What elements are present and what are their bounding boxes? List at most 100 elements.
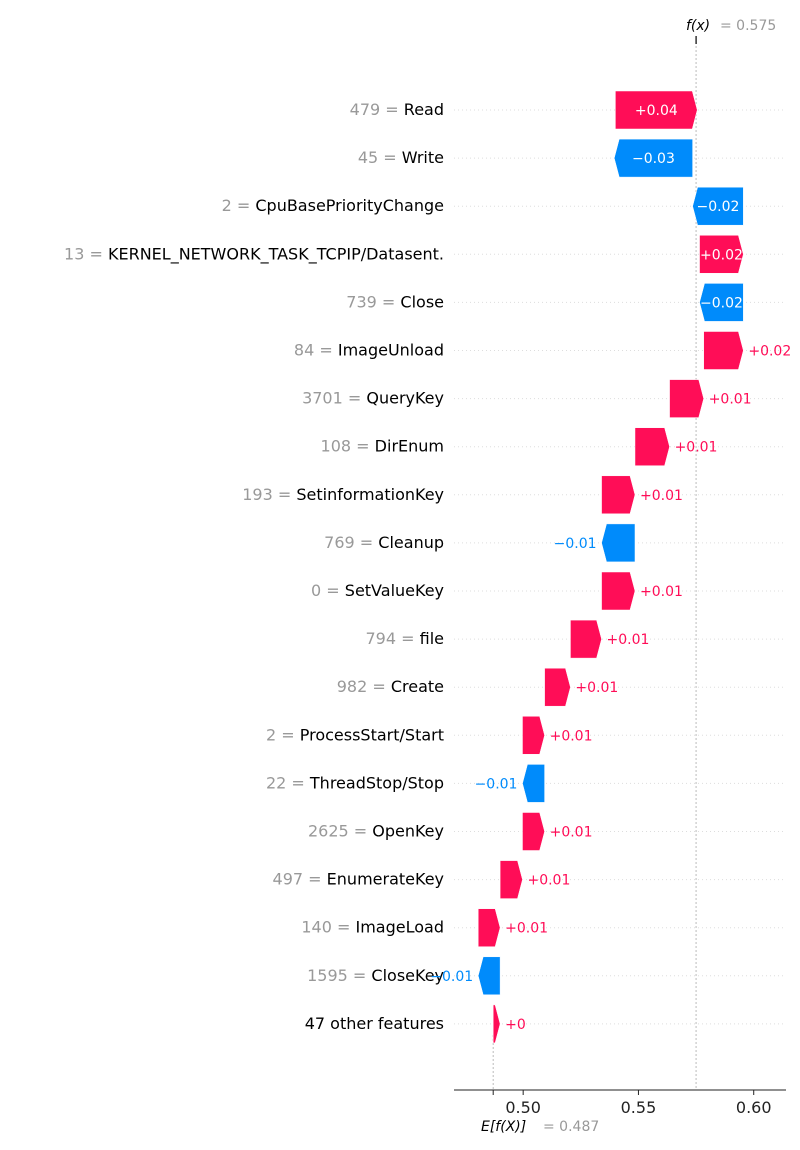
- x-tick-label: 0.55: [621, 1098, 657, 1117]
- feature-name: Cleanup: [378, 533, 444, 552]
- ex-annotation: E[f(X)] = 0.487: [481, 1119, 599, 1135]
- feature-value: 739 =: [346, 292, 400, 311]
- feature-label: 739 = Close: [346, 292, 444, 311]
- feature-value: 193 =: [242, 485, 296, 504]
- feature-value: 769 =: [324, 533, 378, 552]
- x-axis: 0.50 0.55 0.60: [454, 1089, 786, 1117]
- bar-value-label: +0.01: [550, 825, 593, 841]
- feature-name: Close: [400, 292, 444, 311]
- positive-bar: [499, 860, 523, 899]
- feature-label: 479 = Read: [350, 100, 444, 119]
- feature-label: 2 = ProcessStart/Start: [266, 725, 444, 744]
- feature-value: 3701 =: [302, 389, 366, 408]
- feature-value: 84 =: [294, 341, 338, 360]
- feature-name: SetinformationKey: [296, 485, 444, 504]
- feature-value: 13 =: [64, 244, 108, 263]
- feature-value: 2 =: [222, 196, 256, 215]
- feature-name: OpenKey: [372, 822, 444, 841]
- ex-label: E[f(X)]: [481, 1119, 526, 1135]
- negative-bar: [692, 186, 744, 226]
- positive-bar: [544, 667, 571, 707]
- bar-value-label: +0.01: [527, 873, 570, 889]
- positive-bar: [522, 716, 545, 755]
- feature-label: 2 = CpuBasePriorityChange: [222, 196, 444, 215]
- feature-label: 0 = SetValueKey: [311, 581, 444, 600]
- bar-value-label: +0.02: [748, 344, 791, 360]
- fx-value: = 0.575: [720, 18, 776, 34]
- feature-label: 22 = ThreadStop/Stop: [266, 773, 444, 792]
- feature-value: 794 =: [366, 629, 420, 648]
- positive-bar: [601, 571, 636, 611]
- feature-label: 193 = SetinformationKey: [242, 485, 444, 504]
- ex-value: = 0.487: [543, 1119, 599, 1135]
- positive-bar: [669, 379, 704, 418]
- positive-bar: [492, 1004, 501, 1044]
- bar-value-label: +0.04: [635, 103, 678, 119]
- feature-value: 982 =: [337, 677, 391, 696]
- feature-value: 2 =: [266, 725, 300, 744]
- feature-value: 140 =: [301, 918, 355, 937]
- feature-value: 45 =: [358, 148, 402, 167]
- reference-lines: [492, 42, 697, 1090]
- negative-bar: [613, 138, 693, 178]
- feature-labels: 479 = Read +0.04 45 = Write −0.03 2 = CpuBas…: [64, 100, 791, 1033]
- positive-bar: [477, 908, 501, 947]
- feature-value: 0 =: [311, 581, 345, 600]
- bar-value-label: −0.01: [554, 536, 597, 552]
- feature-name: CloseKey: [371, 966, 444, 985]
- feature-bars: [477, 90, 744, 1044]
- feature-name: Write: [402, 148, 444, 167]
- feature-label: 13 = KERNEL_NETWORK_TASK_TCPIP/Datasent.: [64, 244, 444, 264]
- positive-bar: [699, 235, 744, 274]
- bar-value-label: +0.01: [709, 392, 752, 408]
- bar-value-label: −0.02: [697, 199, 740, 215]
- feature-name: KERNEL_NETWORK_TASK_TCPIP/Datasent.: [108, 244, 444, 264]
- feature-label: 769 = Cleanup: [324, 533, 444, 552]
- bar-value-label: −0.01: [475, 776, 518, 792]
- feature-name: SetValueKey: [345, 581, 444, 600]
- bar-value-label: +0.01: [505, 921, 548, 937]
- feature-value: 108 =: [321, 437, 375, 456]
- negative-bar: [699, 283, 744, 322]
- feature-label: 108 = DirEnum: [321, 437, 444, 456]
- bar-value-label: +0.02: [700, 247, 743, 263]
- feature-value: 1595 =: [307, 966, 371, 985]
- bar-value-label: +0.01: [575, 680, 618, 696]
- feature-label: 497 = EnumerateKey: [273, 870, 444, 889]
- feature-name: 47 other features: [305, 1014, 444, 1033]
- feature-value: 22 =: [266, 773, 310, 792]
- feature-name: DirEnum: [375, 437, 444, 456]
- positive-bar: [570, 619, 602, 659]
- bar-value-label: +0.01: [550, 728, 593, 744]
- x-tick-label: 0.50: [505, 1098, 541, 1117]
- x-tick-label: 0.60: [736, 1098, 772, 1117]
- feature-label: 47 other features: [305, 1014, 444, 1033]
- feature-name: EnumerateKey: [327, 870, 444, 889]
- positive-bar: [615, 90, 698, 130]
- feature-label: 982 = Create: [337, 677, 444, 696]
- feature-label: 2625 = OpenKey: [308, 822, 444, 841]
- bar-value-label: +0.01: [607, 632, 650, 648]
- feature-name: QueryKey: [366, 389, 444, 408]
- bar-value-label: −0.01: [430, 969, 473, 985]
- negative-bar: [601, 523, 636, 563]
- feature-label: 794 = file: [366, 629, 445, 648]
- positive-bar: [703, 331, 744, 370]
- feature-label: 3701 = QueryKey: [302, 389, 444, 408]
- feature-label: 84 = ImageUnload: [294, 341, 444, 360]
- negative-bar: [522, 764, 545, 803]
- bar-value-label: −0.03: [632, 151, 675, 167]
- feature-label: 45 = Write: [358, 148, 444, 167]
- bar-value-label: +0.01: [640, 584, 683, 600]
- feature-label: 1595 = CloseKey: [307, 966, 444, 985]
- negative-bar: [477, 956, 501, 996]
- feature-name: file: [420, 629, 444, 648]
- feature-name: CpuBasePriorityChange: [255, 196, 444, 215]
- bar-value-label: +0: [505, 1017, 526, 1033]
- feature-name: ProcessStart/Start: [300, 725, 444, 744]
- feature-value: 2625 =: [308, 822, 372, 841]
- fx-label: f(x): [686, 18, 710, 34]
- feature-value: 497 =: [273, 870, 327, 889]
- positive-bar: [601, 475, 636, 515]
